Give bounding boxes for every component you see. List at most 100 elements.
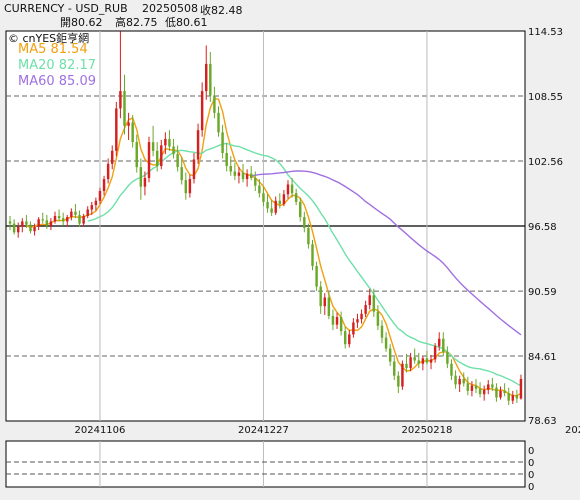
candle-body [462,378,465,384]
volume-panel [5,440,526,488]
header-open: 開80.62 [60,16,103,29]
candle-body [335,317,339,325]
candle-body [78,214,81,224]
candle-body [192,159,196,180]
header-low: 低80.61 [165,16,208,29]
x-tick-label: 20241106 [75,425,126,436]
candle-body [413,357,416,361]
candle-body [188,179,192,194]
candle-body [421,358,425,364]
candle-body [311,244,314,266]
candle-body [425,358,429,363]
candle-body [368,295,371,306]
candle-body [315,265,318,287]
candle-body [196,130,200,160]
candle-body [151,142,155,151]
candle-body [466,383,470,391]
candle-body [372,295,376,312]
candle-body [360,313,363,320]
grid-layer [6,31,525,487]
candle-body [209,63,212,96]
candle-body [303,217,306,228]
header-high: 高82.75 [115,16,158,29]
candle-body [135,142,138,168]
candle-body [155,150,159,167]
candle-body [164,138,167,146]
candle-body [200,91,204,131]
candle-body [143,177,147,187]
y-tick-label: 114.53 [528,27,563,38]
candle-body [364,305,367,314]
candle-body [123,91,126,126]
candle-body [66,217,69,222]
header-close: 收82.48 [200,4,243,17]
candle-body [258,185,261,194]
x-tick-label: 20250218 [401,425,452,436]
candle-body [487,384,490,390]
candle-body [249,173,253,178]
candles [8,31,523,406]
candle-body [16,226,20,233]
candle-body [115,108,118,151]
candle-body [176,154,179,168]
candle-body [450,363,453,376]
candle-body [49,221,53,226]
candle-body [458,378,461,385]
candle-body [437,338,441,347]
candle-body [61,218,65,222]
candle-body [90,205,94,210]
moving-averages [26,97,522,397]
volume-tick-label: 0 [528,446,534,457]
candle-body [21,221,24,227]
candle-body [254,177,257,186]
candle-body [348,334,351,345]
candle-body [225,152,228,167]
candle-body [221,132,224,153]
candle-body [41,219,44,221]
legend-ma60: MA60 85.09 [18,74,96,89]
candle-body [94,200,98,206]
y-tick-label: 78.63 [528,416,557,427]
candle-body [327,297,331,316]
candle-body [172,146,175,155]
candle-body [393,361,396,376]
candle-body [474,385,478,389]
candle-body [380,325,384,338]
candle-body [507,393,510,401]
ma60-line [251,170,522,336]
candle-body [270,208,273,213]
candle-body [499,390,502,398]
candle-body [168,138,171,147]
legend-ma20: MA20 82.17 [18,58,96,73]
volume-tick-label: 0 [528,458,534,469]
y-tick-label: 96.58 [528,222,557,233]
candle-body [331,315,335,325]
candle-body [45,220,49,226]
volume-tick-label: 0 [528,482,534,493]
candle-body [454,375,457,385]
candle-body [98,191,102,201]
candle-body [217,112,220,133]
candle-body [282,194,286,205]
candle-body [233,171,237,176]
candle-body [127,122,130,126]
candle-body [86,209,89,217]
candle-body [307,227,310,245]
candle-body [511,395,515,401]
y-tick-label: 108.55 [528,92,563,103]
candle-body [106,163,110,180]
candle-body [442,338,445,352]
candle-body [384,337,388,349]
candle-body [343,331,347,345]
candle-body [376,311,380,326]
candle-body [401,363,404,387]
header-date: 20250508 [142,2,198,15]
candle-body [102,179,106,192]
candle-body [519,378,523,399]
watermark: © cnYES鉅亨網 [8,32,90,45]
x-tick-label: 20250410 [565,425,580,436]
candle-body [495,387,498,398]
y-tick-label: 90.59 [528,287,557,298]
candle-body [274,200,277,213]
axes: 114.53 108.55 102.56 96.58 90.59 84.61 78.63 20… [75,27,580,493]
